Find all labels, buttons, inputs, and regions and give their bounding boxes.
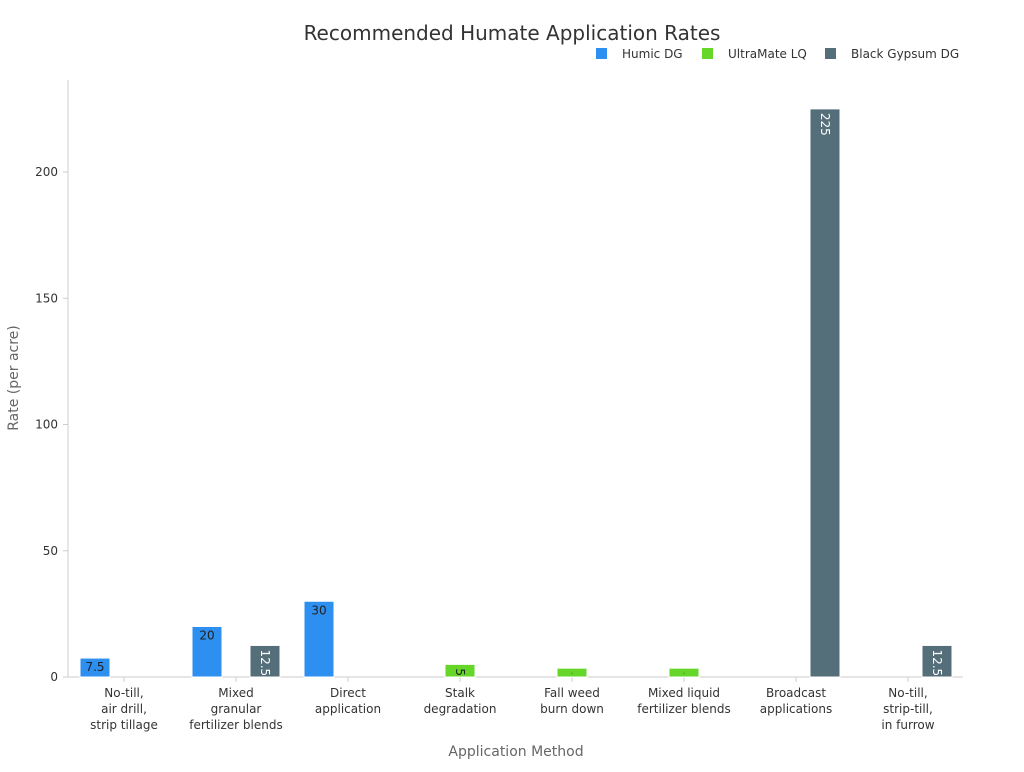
data-label: 5 — [453, 668, 467, 676]
x-tick-label-line: Mixed — [218, 686, 253, 700]
x-tick-label-line: fertilizer blends — [637, 702, 731, 716]
chart-title: Recommended Humate Application Rates — [304, 21, 721, 45]
x-tick-label-line: air drill, — [101, 702, 147, 716]
x-tick-label: Stalk degradation — [424, 686, 497, 716]
x-tick-label: No-till, strip-till, in furrow — [881, 686, 934, 732]
x-tick-label-line: strip tillage — [90, 718, 158, 732]
x-tick-label: Mixed liquid fertilizer blends — [637, 686, 731, 716]
x-tick-label-line: Stalk — [445, 686, 475, 700]
bar-humic-dg — [303, 600, 335, 678]
x-tick-label-line: degradation — [424, 702, 497, 716]
legend-swatch — [702, 48, 713, 59]
legend-label: Humic DG — [622, 47, 683, 61]
data-label: 225 — [818, 113, 832, 136]
x-tick-label: Broadcast applications — [760, 686, 832, 716]
data-label: 12.5 — [930, 649, 944, 676]
y-tick-label: 0 — [50, 670, 58, 684]
x-tick-label-line: fertilizer blends — [189, 718, 283, 732]
x-tick-label-line: Direct — [330, 686, 366, 700]
x-tick-label: Direct application — [315, 686, 381, 716]
y-tick-label: 100 — [35, 418, 58, 432]
x-tick-label-line: strip-till, — [883, 702, 933, 716]
data-label: .. — [570, 670, 574, 676]
legend-swatch — [825, 48, 836, 59]
x-tick-label-line: No-till, — [888, 686, 927, 700]
x-tick-label-line: applications — [760, 702, 832, 716]
y-tick-label: 50 — [43, 544, 58, 558]
x-tick-label: Fall weed burn down — [540, 686, 604, 716]
bar-ultramate-lq — [444, 663, 476, 678]
y-tick-label: 200 — [35, 165, 58, 179]
y-axis-label: Rate (per acre) — [6, 325, 22, 431]
x-axis-label: Application Method — [448, 744, 583, 760]
data-label: 30 — [311, 603, 326, 617]
x-tick-label: No-till, air drill, strip tillage — [90, 686, 158, 732]
x-tick-label-line: granular — [211, 702, 262, 716]
legend-label: UltraMate LQ — [728, 47, 807, 61]
bar-black-gypsum-dg — [249, 644, 281, 678]
x-tick-label-line: burn down — [540, 702, 604, 716]
bar-black-gypsum-dg — [809, 108, 841, 678]
y-tick-label: 150 — [35, 291, 58, 305]
bar-ultramate-lq — [556, 667, 588, 678]
x-tick-label-line: in furrow — [881, 718, 934, 732]
bar-humic-dg — [79, 657, 111, 678]
x-tick-label-line: application — [315, 702, 381, 716]
x-tick-label-line: Mixed liquid — [648, 686, 720, 700]
data-label: 20 — [199, 629, 214, 643]
x-tick-label-line: Broadcast — [766, 686, 826, 700]
x-tick-label: Mixed granular fertilizer blends — [189, 686, 283, 732]
legend-swatch — [596, 48, 607, 59]
data-label: 12.5 — [258, 649, 272, 676]
bar-humic-dg — [191, 626, 223, 678]
bar-black-gypsum-dg — [921, 644, 953, 678]
legend-label: Black Gypsum DG — [851, 47, 959, 61]
bar-ultramate-lq — [668, 667, 700, 678]
data-label: 7.5 — [85, 660, 104, 674]
x-tick-label-line: No-till, — [104, 686, 143, 700]
data-label: .. — [682, 670, 686, 676]
x-tick-label-line: Fall weed — [544, 686, 600, 700]
